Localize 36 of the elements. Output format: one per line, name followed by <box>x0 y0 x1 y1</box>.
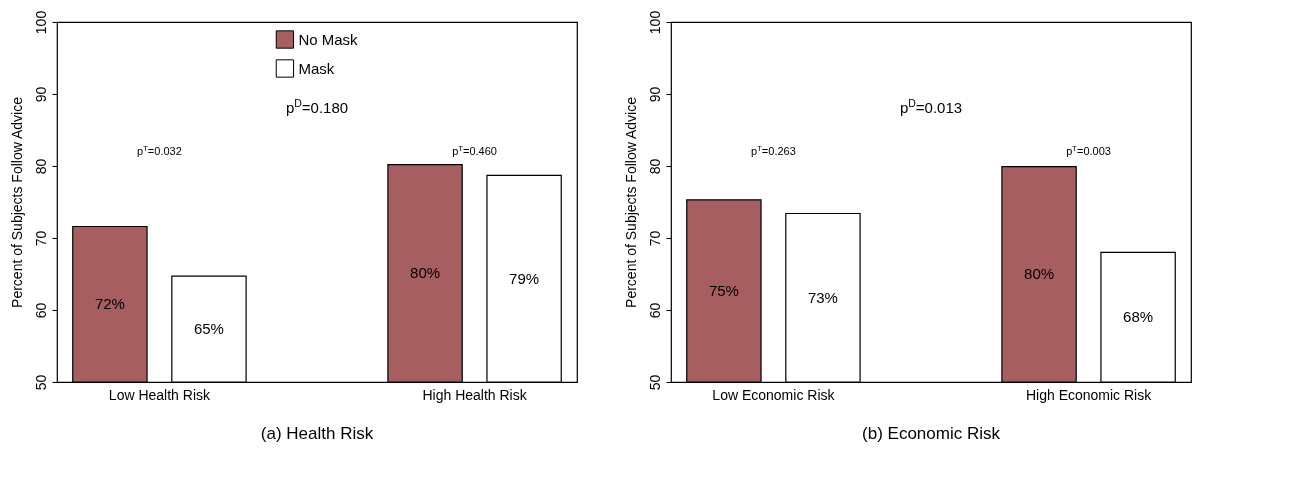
y-tick-label: 60 <box>32 302 49 319</box>
data-label: 75% <box>708 281 739 299</box>
y-tick-label: 80 <box>646 158 663 175</box>
y-tick-label: 70 <box>32 230 49 247</box>
annotation: p$^{D}$=0.180 <box>285 97 349 117</box>
text: (a) Health Risk <box>260 424 374 443</box>
y-tick-label: 100 <box>646 10 663 35</box>
data-label: 80% <box>1024 265 1055 283</box>
y-tick-label: 50 <box>32 374 49 391</box>
data-label: 73% <box>807 288 838 306</box>
x-tick-label: High Economic Risk <box>1025 386 1153 403</box>
legend-label: No Mask <box>298 30 359 48</box>
y-tick-label: 50 <box>646 374 663 391</box>
y-tick-label: 80 <box>32 158 49 175</box>
data-label: 65% <box>193 320 224 338</box>
y-tick-label: 100 <box>32 10 49 35</box>
y-tick-label: 70 <box>646 230 663 247</box>
data-label: 68% <box>1123 308 1154 326</box>
annotation: p$^{T}$=0.032 <box>137 143 182 157</box>
x-tick-label: High Health Risk <box>422 386 528 403</box>
y-axis-title: Percent of Subjects Follow Advice <box>8 96 25 308</box>
annotation: p$^{T}$=0.263 <box>751 143 796 157</box>
data-label: 79% <box>509 269 540 287</box>
data-label: 72% <box>94 295 125 313</box>
y-tick-label: 90 <box>646 86 663 103</box>
y-tick-label: 60 <box>646 302 663 319</box>
text: (b) Economic Risk <box>862 424 1001 443</box>
data-label: 80% <box>410 264 441 282</box>
x-tick-label: Low Economic Risk <box>712 386 836 403</box>
annotation: p$^{D}$=0.013 <box>899 97 963 117</box>
legend-label: Mask <box>298 59 335 77</box>
annotation: p$^{T}$=0.460 <box>452 143 497 157</box>
x-tick-label: Low Health Risk <box>108 386 211 403</box>
annotation: p$^{T}$=0.003 <box>1066 143 1111 157</box>
y-tick-label: 90 <box>32 86 49 103</box>
y-axis-title: Percent of Subjects Follow Advice <box>622 96 639 308</box>
